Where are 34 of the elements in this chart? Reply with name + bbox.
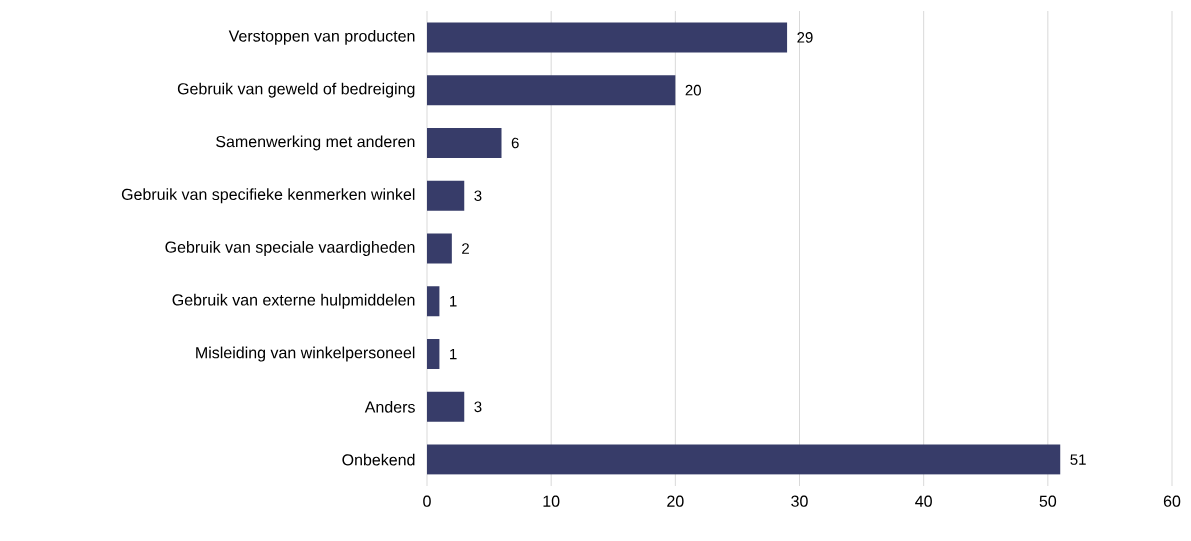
- data-label: 3: [474, 190, 482, 202]
- y-tick-label: Gebruik van geweld of bedreiging: [177, 82, 415, 98]
- y-tick-label: Gebruik van speciale vaardigheden: [165, 241, 415, 256]
- data-label: 1: [450, 348, 457, 360]
- bar: [427, 22, 788, 53]
- bar: [427, 180, 465, 211]
- x-tick-label: 50: [1039, 495, 1057, 507]
- x-tick-label: 60: [1163, 495, 1181, 507]
- bar: [427, 286, 440, 317]
- data-label: 29: [797, 32, 813, 43]
- bar: [427, 75, 676, 106]
- x-tick-label: 30: [791, 495, 808, 507]
- data-label: 6: [511, 137, 519, 149]
- y-tick-label: Misleiding van winkelpersoneel: [196, 346, 415, 362]
- x-tick-label: 10: [543, 495, 560, 507]
- bar: [427, 233, 452, 264]
- y-tick-label: Anders: [364, 400, 415, 413]
- bar: [427, 391, 465, 422]
- y-tick-label: Verstoppen van producten: [228, 29, 415, 45]
- bar: [427, 444, 1061, 475]
- y-tick-label: Onbekend: [342, 453, 415, 466]
- data-label: 3: [474, 401, 482, 413]
- y-tick-label: Gebruik van externe hulpmiddelen: [172, 293, 415, 309]
- x-tick-label: 0: [423, 495, 431, 507]
- x-tick-label: 40: [915, 495, 932, 507]
- data-label: 2: [462, 243, 469, 254]
- bar: [427, 127, 502, 158]
- bar: [427, 339, 440, 370]
- data-label: 20: [685, 84, 701, 96]
- data-label: 1: [450, 296, 457, 307]
- data-label: 51: [1070, 454, 1086, 465]
- x-tick-label: 20: [667, 495, 684, 507]
- y-tick-label: Gebruik van specifieke kenmerken winkel: [121, 188, 415, 204]
- y-tick-label: Samenwerking met anderen: [216, 135, 415, 151]
